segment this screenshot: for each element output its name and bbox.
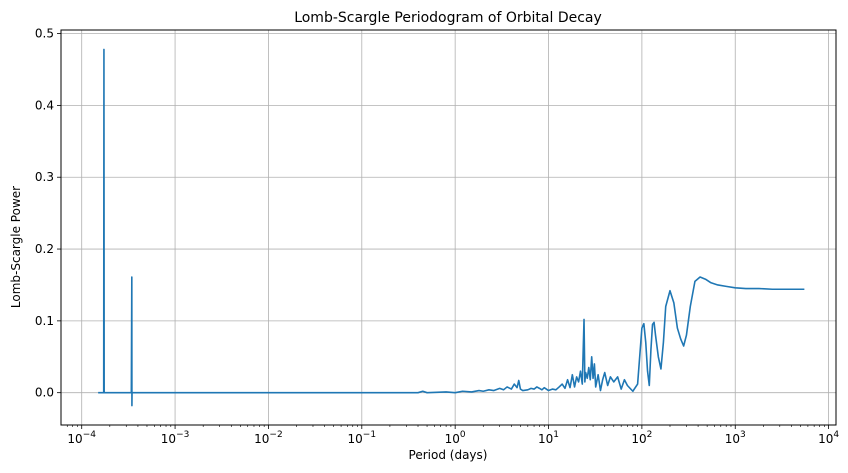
y-tick-label: 0.4 bbox=[35, 98, 54, 112]
series-line bbox=[98, 48, 805, 407]
chart-title: Lomb-Scargle Periodogram of Orbital Deca… bbox=[294, 10, 602, 26]
x-tick-exponent: 3 bbox=[740, 430, 746, 440]
y-tick-label: 0.2 bbox=[35, 242, 54, 256]
grid bbox=[61, 30, 836, 425]
x-tick-exponent: 4 bbox=[833, 430, 839, 440]
y-axis-label: Lomb-Scargle Power bbox=[9, 186, 23, 308]
y-tick-label: 0.0 bbox=[35, 386, 54, 400]
x-tick-exponent: −4 bbox=[83, 430, 97, 440]
y-tick-label: 0.5 bbox=[35, 27, 54, 41]
x-axis-label: Period (days) bbox=[409, 448, 488, 462]
x-tick-exponent: −3 bbox=[176, 430, 189, 440]
x-axis-ticks: 10−4 10−3 10−2 10−1 100 101 102 103 104 bbox=[66, 425, 839, 446]
axes-frame bbox=[60, 29, 837, 426]
y-tick-label: 0.3 bbox=[35, 170, 54, 184]
x-tick-exponent: 1 bbox=[553, 430, 559, 440]
plot-area bbox=[98, 48, 805, 407]
y-tick-label: 0.1 bbox=[35, 314, 54, 328]
x-tick-exponent: 2 bbox=[647, 430, 653, 440]
x-tick-exponent: 0 bbox=[460, 430, 466, 440]
x-tick-exponent: −1 bbox=[363, 430, 376, 440]
y-axis-ticks: 0.0 0.1 0.2 0.3 0.4 0.5 bbox=[35, 27, 61, 400]
x-tick-exponent: −2 bbox=[269, 430, 282, 440]
